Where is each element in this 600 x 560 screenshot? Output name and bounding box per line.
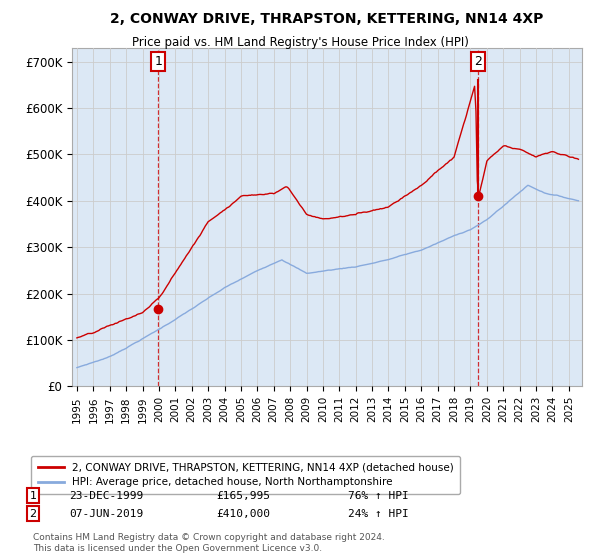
Text: 1: 1 — [29, 491, 37, 501]
Text: 76% ↑ HPI: 76% ↑ HPI — [348, 491, 409, 501]
Title: 2, CONWAY DRIVE, THRAPSTON, KETTERING, NN14 4XP: 2, CONWAY DRIVE, THRAPSTON, KETTERING, N… — [110, 12, 544, 26]
Text: 1: 1 — [154, 55, 163, 68]
Text: Contains HM Land Registry data © Crown copyright and database right 2024.
This d: Contains HM Land Registry data © Crown c… — [33, 533, 385, 553]
Legend: 2, CONWAY DRIVE, THRAPSTON, KETTERING, NN14 4XP (detached house), HPI: Average p: 2, CONWAY DRIVE, THRAPSTON, KETTERING, N… — [31, 456, 460, 494]
Text: 07-JUN-2019: 07-JUN-2019 — [69, 508, 143, 519]
Text: 2: 2 — [29, 508, 37, 519]
Text: £410,000: £410,000 — [216, 508, 270, 519]
Text: 2: 2 — [474, 55, 482, 68]
Text: £165,995: £165,995 — [216, 491, 270, 501]
Text: 23-DEC-1999: 23-DEC-1999 — [69, 491, 143, 501]
Text: Price paid vs. HM Land Registry's House Price Index (HPI): Price paid vs. HM Land Registry's House … — [131, 36, 469, 49]
Text: 24% ↑ HPI: 24% ↑ HPI — [348, 508, 409, 519]
